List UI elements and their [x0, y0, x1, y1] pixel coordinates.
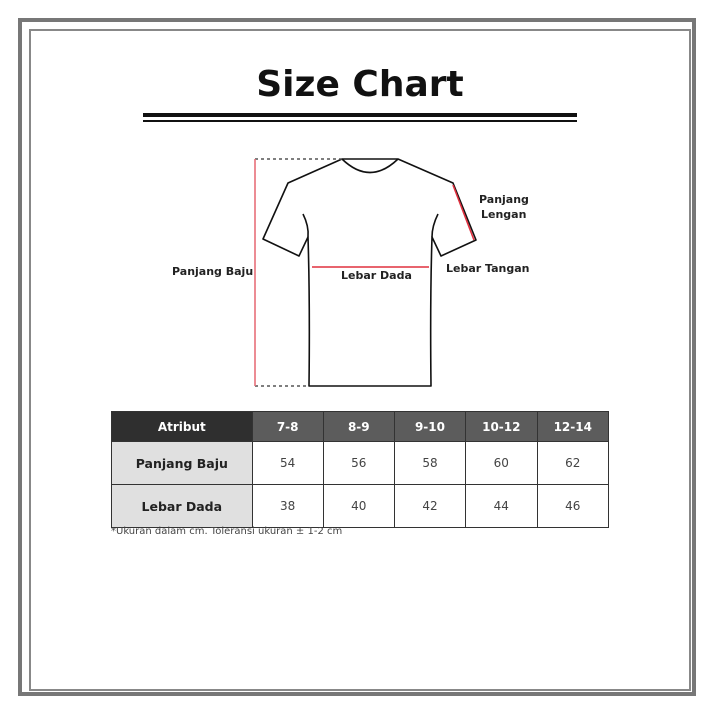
- panjang-lengan-line: [452, 184, 475, 241]
- header-size: 10-12: [465, 411, 538, 442]
- label-panjang-lengan-line1: Panjang: [479, 193, 529, 206]
- table-cell: 58: [393, 441, 467, 485]
- table-row: Panjang Baju 54 56 58 60 62: [111, 441, 610, 485]
- header-size: 12-14: [536, 411, 610, 442]
- table-cell: 54: [251, 441, 324, 485]
- size-table: Atribut 7-8 8-9 9-10 10-12 12-14 Panjang…: [111, 411, 610, 528]
- header-size: 9-10: [393, 411, 467, 442]
- table-cell: 46: [536, 484, 610, 528]
- table-cell: 40: [322, 484, 395, 528]
- label-panjang-lengan-line2: Lengan: [481, 208, 527, 221]
- table-cell: 60: [465, 441, 538, 485]
- header-attribute: Atribut: [111, 411, 253, 442]
- title-underline-thin: [143, 120, 577, 122]
- title-underline-thick: [143, 113, 577, 117]
- header-size: 7-8: [251, 411, 324, 442]
- table-cell: 42: [393, 484, 467, 528]
- table-cell: 56: [322, 441, 395, 485]
- row-label: Panjang Baju: [111, 441, 253, 485]
- table-cell: 38: [251, 484, 324, 528]
- table-cell: 44: [465, 484, 538, 528]
- table-cell: 62: [536, 441, 610, 485]
- table-row: Lebar Dada 38 40 42 44 46: [111, 484, 610, 528]
- inner-frame: [29, 29, 691, 691]
- size-note: *Ukuran dalam cm. Toleransi ukuran ± 1-2…: [111, 526, 343, 537]
- page-title: Size Chart: [256, 64, 464, 105]
- tshirt-neckline: [341, 158, 399, 174]
- tshirt-outline: [262, 158, 477, 387]
- outer-frame: [18, 18, 696, 696]
- header-size: 8-9: [322, 411, 395, 442]
- label-panjang-baju: Panjang Baju: [172, 265, 254, 278]
- left-armpit-curve: [302, 213, 309, 238]
- label-lebar-tangan: Lebar Tangan: [446, 262, 530, 275]
- label-lebar-dada: Lebar Dada: [341, 269, 412, 282]
- table-header-row: Atribut 7-8 8-9 9-10 10-12 12-14: [111, 411, 610, 442]
- right-armpit-curve: [431, 213, 439, 238]
- row-label: Lebar Dada: [111, 484, 253, 528]
